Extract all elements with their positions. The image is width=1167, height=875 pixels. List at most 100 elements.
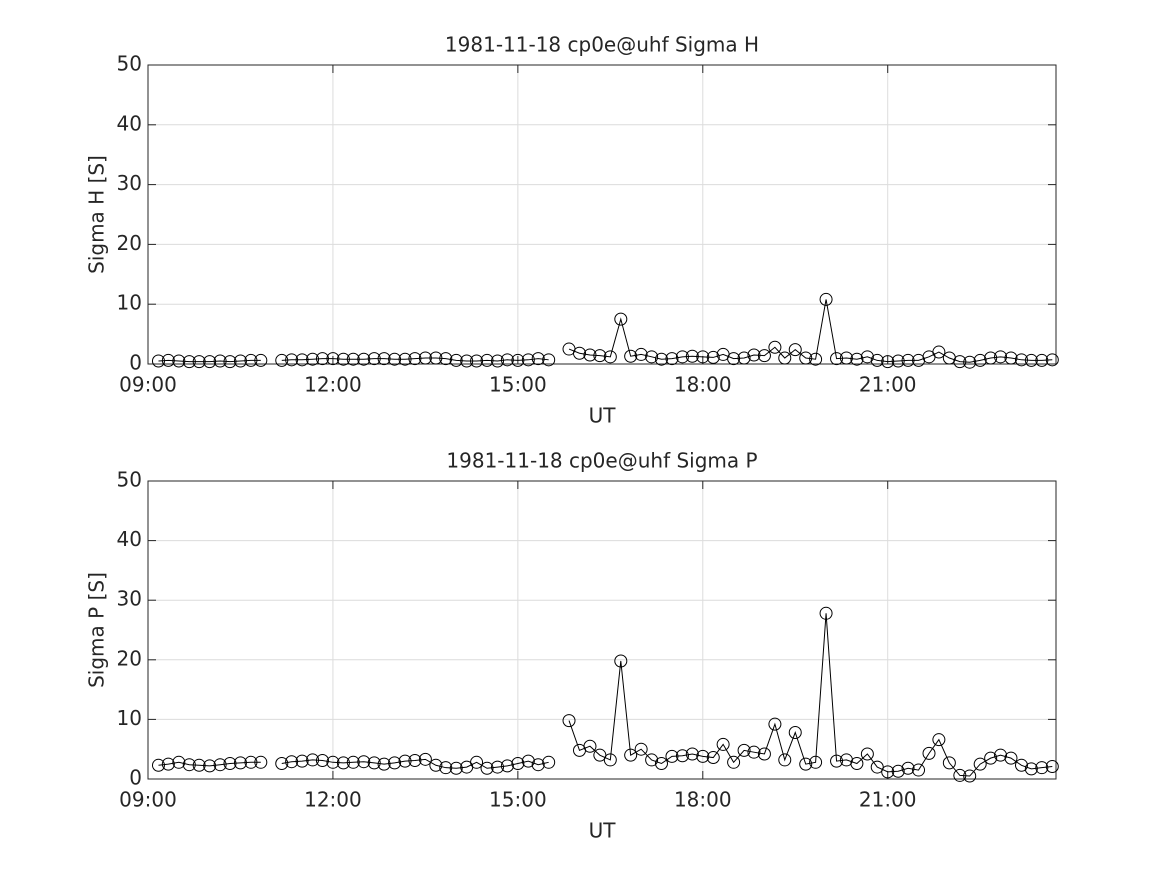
y-tick-label: 30 <box>117 587 142 611</box>
data-point <box>182 758 196 772</box>
data-point <box>1024 353 1038 367</box>
data-point <box>737 743 751 757</box>
plot-area <box>148 481 1056 779</box>
data-point <box>891 354 905 368</box>
y-tick-label: 10 <box>117 706 142 730</box>
data-point <box>151 354 165 368</box>
data-point <box>994 748 1008 762</box>
data-point <box>511 353 525 367</box>
data-point <box>747 745 761 759</box>
data-point <box>203 355 217 369</box>
data-point <box>151 758 165 772</box>
data-point <box>881 765 895 779</box>
data-point <box>285 353 299 367</box>
data-point <box>182 355 196 369</box>
data-point <box>850 352 864 366</box>
data-point <box>439 761 453 775</box>
data-point <box>377 352 391 366</box>
data-point <box>963 355 977 369</box>
data-point <box>727 755 741 769</box>
data-point <box>408 754 422 768</box>
data-point <box>634 347 648 361</box>
data-point <box>192 355 206 369</box>
data-point <box>757 747 771 761</box>
data-point <box>809 352 823 366</box>
data-point <box>470 354 484 368</box>
data-point <box>306 753 320 767</box>
data-point <box>449 761 463 775</box>
data-point <box>275 757 289 771</box>
data-point <box>275 353 289 367</box>
data-point <box>244 353 258 367</box>
data-point <box>953 355 967 369</box>
data-point <box>819 606 833 620</box>
data-point <box>1045 759 1059 773</box>
data-point <box>850 757 864 771</box>
data-point <box>645 753 659 767</box>
data-point <box>583 348 597 362</box>
data-point <box>315 754 329 768</box>
data-point <box>213 354 227 368</box>
data-point <box>531 352 545 366</box>
data-point <box>768 717 782 731</box>
data-point <box>912 763 926 777</box>
data-point <box>460 354 474 368</box>
y-tick-label: 10 <box>117 291 142 315</box>
data-point <box>727 352 741 366</box>
data-point <box>192 758 206 772</box>
data-point <box>788 726 802 740</box>
x-tick-label: 09:00 <box>119 788 177 812</box>
data-point <box>870 353 884 367</box>
chart-title: 1981-11-18 cp0e@uhf Sigma P <box>446 449 757 473</box>
chart-title: 1981-11-18 cp0e@uhf Sigma H <box>445 33 759 57</box>
data-point <box>398 352 412 366</box>
data-point <box>306 352 320 366</box>
data-point <box>418 351 432 365</box>
data-point <box>542 353 556 367</box>
data-point <box>788 343 802 357</box>
data-point <box>223 355 237 369</box>
data-point <box>254 353 268 367</box>
data-point <box>942 756 956 770</box>
data-point <box>357 352 371 366</box>
data-point <box>295 754 309 768</box>
y-tick-label: 30 <box>117 171 142 195</box>
data-point <box>830 754 844 768</box>
data-point <box>614 312 628 326</box>
x-tick-label: 15:00 <box>489 788 547 812</box>
data-point <box>747 348 761 362</box>
x-tick-label: 12:00 <box>304 373 362 397</box>
data-point <box>439 352 453 366</box>
data-point <box>799 351 813 365</box>
x-tick-label: 21:00 <box>859 788 917 812</box>
y-tick-label: 0 <box>129 766 142 790</box>
data-point <box>491 354 505 368</box>
data-point <box>614 654 628 668</box>
data-point <box>491 760 505 774</box>
y-tick-label: 20 <box>117 646 142 670</box>
data-point <box>500 759 514 773</box>
data-point <box>1045 353 1059 367</box>
y-axis-label: Sigma P [S] <box>85 572 109 688</box>
data-point <box>685 747 699 761</box>
data-point <box>418 752 432 766</box>
data-point <box>778 351 792 365</box>
data-point <box>388 756 402 770</box>
data-point <box>583 739 597 753</box>
data-point <box>696 749 710 763</box>
data-point <box>315 352 329 366</box>
data-point <box>778 753 792 767</box>
data-point <box>901 761 915 775</box>
x-axis-label: UT <box>589 404 617 428</box>
data-point <box>654 757 668 771</box>
data-point <box>233 756 247 770</box>
data-point <box>984 351 998 365</box>
data-point <box>326 755 340 769</box>
data-line <box>158 613 1053 777</box>
data-point <box>819 292 833 306</box>
data-point <box>654 352 668 366</box>
data-point <box>932 733 946 747</box>
data-point <box>336 756 350 770</box>
plot-area <box>148 65 1056 364</box>
data-point <box>542 755 556 769</box>
